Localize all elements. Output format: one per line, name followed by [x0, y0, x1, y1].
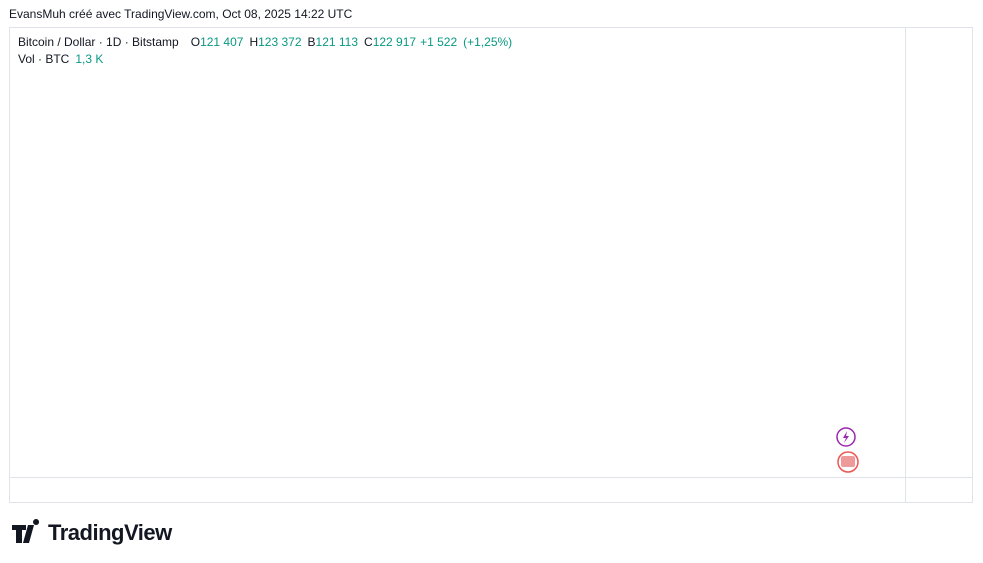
ohlc-value: 122 917 [372, 35, 417, 49]
ohlc-key: O [190, 35, 201, 49]
ohlc-value: 121 407 [200, 35, 244, 49]
event-icon-bolt [843, 431, 849, 443]
ohlc-value: 123 372 [258, 35, 302, 49]
symbol-title: Bitcoin / Dollar · 1D · Bitstamp [18, 35, 179, 49]
ohlc-key: H [249, 35, 259, 49]
volume-title: Vol · BTC [18, 52, 70, 66]
logo-text: TradingView [48, 520, 172, 545]
credit: EvansMuh créé avec TradingView.com, Oct … [9, 7, 353, 21]
ohlc-item: C122 917 [364, 35, 416, 49]
flag-icon [841, 456, 855, 467]
volume-last: 1,3 K [75, 52, 104, 66]
ohlc-legend: O121 407 H123 372 B121 113 C122 917 [191, 35, 416, 49]
volume-legend: Vol · BTC 1,3 K [18, 52, 103, 66]
ohlc-item: H123 372 [249, 35, 301, 49]
ohlc-key: B [307, 35, 316, 49]
ohlc-item: B121 113 [308, 35, 359, 49]
ohlc-item: O121 407 [191, 35, 244, 49]
change-pct: (+1,25%) [463, 35, 513, 49]
legend: Bitcoin / Dollar · 1D · Bitstamp O121 40… [18, 35, 514, 49]
ohlc-key: C [364, 35, 373, 49]
logo-mark [12, 519, 40, 543]
change: +1 522 [420, 35, 458, 49]
ohlc-value: 121 113 [315, 35, 359, 49]
frame [9, 27, 973, 503]
